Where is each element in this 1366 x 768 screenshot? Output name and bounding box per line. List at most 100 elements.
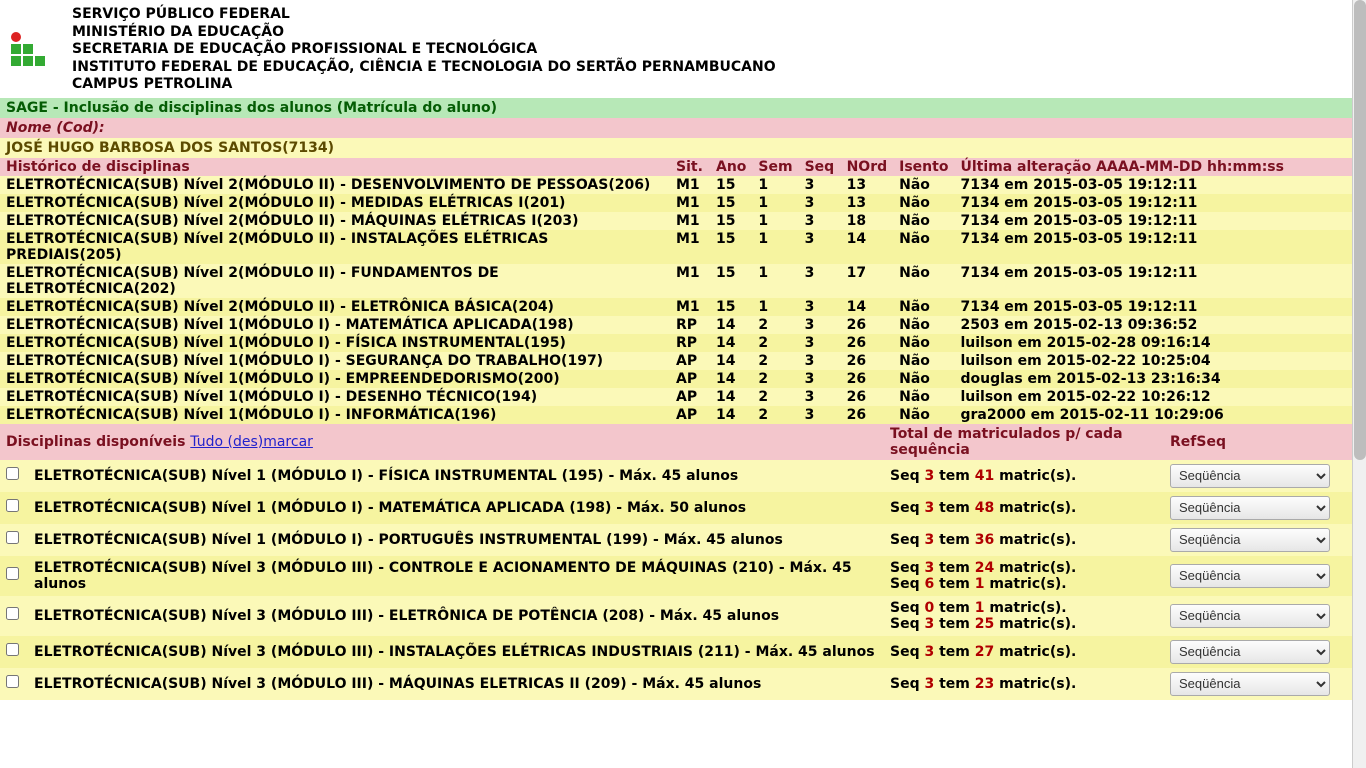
discipline-checkbox[interactable]	[6, 643, 19, 656]
toggle-all-link[interactable]: Tudo (des)marcar	[190, 434, 313, 450]
cell-ult: luilson em 2015-02-22 10:25:04	[954, 352, 1352, 370]
cell-ano: 15	[710, 230, 752, 264]
cell-name: ELETROTÉCNICA(SUB) Nível 1(MÓDULO I) - I…	[0, 406, 670, 424]
cell-sit: AP	[670, 370, 710, 388]
table-row: ELETROTÉCNICA(SUB) Nível 2(MÓDULO II) - …	[0, 298, 1352, 316]
seq-info: Seq 3 tem 36 matric(s).	[890, 532, 1170, 548]
cell-nord: 14	[841, 230, 894, 264]
cell-ult: gra2000 em 2015-02-11 10:29:06	[954, 406, 1352, 424]
refseq-select[interactable]: Seqüência	[1170, 528, 1330, 552]
cell-isento: Não	[893, 230, 954, 264]
discipline-label: ELETROTÉCNICA(SUB) Nível 3 (MÓDULO III) …	[34, 644, 890, 660]
refseq-select[interactable]: Seqüência	[1170, 464, 1330, 488]
cell-sit: AP	[670, 388, 710, 406]
window-scrollbar[interactable]	[1352, 0, 1366, 768]
scrollbar-thumb[interactable]	[1354, 0, 1366, 460]
table-row: ELETROTÉCNICA(SUB) Nível 2(MÓDULO II) - …	[0, 176, 1352, 194]
cell-sit: M1	[670, 264, 710, 298]
col-isento: Isento	[893, 158, 954, 176]
cell-sem: 1	[752, 298, 798, 316]
refseq-select[interactable]: Seqüência	[1170, 604, 1330, 628]
header-line2: MINISTÉRIO DA EDUCAÇÃO	[72, 24, 776, 42]
cell-ult: 7134 em 2015-03-05 19:12:11	[954, 176, 1352, 194]
history-table: Histórico de disciplinas Sit. Ano Sem Se…	[0, 158, 1352, 424]
cell-isento: Não	[893, 388, 954, 406]
col-sit: Sit.	[670, 158, 710, 176]
cell-sem: 2	[752, 352, 798, 370]
col-nord: NOrd	[841, 158, 894, 176]
cell-ano: 15	[710, 194, 752, 212]
discipline-checkbox[interactable]	[6, 531, 19, 544]
cell-ano: 15	[710, 176, 752, 194]
cell-ano: 15	[710, 212, 752, 230]
available-col-total: Total de matriculados p/ cada sequência	[890, 426, 1170, 458]
header-line1: SERVIÇO PÚBLICO FEDERAL	[72, 6, 776, 24]
cell-seq: 3	[799, 212, 841, 230]
discipline-label: ELETROTÉCNICA(SUB) Nível 3 (MÓDULO III) …	[34, 676, 890, 692]
cell-sit: M1	[670, 230, 710, 264]
cell-seq: 3	[799, 194, 841, 212]
cell-name: ELETROTÉCNICA(SUB) Nível 1(MÓDULO I) - D…	[0, 388, 670, 406]
cell-ult: douglas em 2015-02-13 23:16:34	[954, 370, 1352, 388]
refseq-select[interactable]: Seqüência	[1170, 564, 1330, 588]
table-row: ELETROTÉCNICA(SUB) Nível 1(MÓDULO I) - F…	[0, 334, 1352, 352]
refseq-select[interactable]: Seqüência	[1170, 496, 1330, 520]
seq-info: Seq 0 tem 1 matric(s).Seq 3 tem 25 matri…	[890, 600, 1170, 632]
cell-isento: Não	[893, 212, 954, 230]
cell-sem: 2	[752, 388, 798, 406]
cell-ult: 2503 em 2015-02-13 09:36:52	[954, 316, 1352, 334]
cell-sit: M1	[670, 212, 710, 230]
cell-nord: 26	[841, 316, 894, 334]
cell-name: ELETROTÉCNICA(SUB) Nível 2(MÓDULO II) - …	[0, 298, 670, 316]
cell-name: ELETROTÉCNICA(SUB) Nível 2(MÓDULO II) - …	[0, 212, 670, 230]
cell-nord: 13	[841, 194, 894, 212]
cell-sit: RP	[670, 334, 710, 352]
cell-isento: Não	[893, 352, 954, 370]
cell-name: ELETROTÉCNICA(SUB) Nível 1(MÓDULO I) - F…	[0, 334, 670, 352]
cell-isento: Não	[893, 194, 954, 212]
cell-seq: 3	[799, 406, 841, 424]
header-line4: INSTITUTO FEDERAL DE EDUCAÇÃO, CIÊNCIA E…	[72, 59, 776, 77]
discipline-checkbox[interactable]	[6, 567, 19, 580]
cell-nord: 13	[841, 176, 894, 194]
cell-nord: 26	[841, 352, 894, 370]
cell-nord: 17	[841, 264, 894, 298]
cell-seq: 3	[799, 298, 841, 316]
available-row: ELETROTÉCNICA(SUB) Nível 3 (MÓDULO III) …	[0, 668, 1352, 700]
cell-sit: M1	[670, 194, 710, 212]
refseq-select[interactable]: Seqüência	[1170, 640, 1330, 664]
institution-text: SERVIÇO PÚBLICO FEDERAL MINISTÉRIO DA ED…	[72, 6, 776, 94]
cell-ult: 7134 em 2015-03-05 19:12:11	[954, 194, 1352, 212]
cell-ano: 14	[710, 406, 752, 424]
cell-seq: 3	[799, 316, 841, 334]
cell-isento: Não	[893, 370, 954, 388]
cell-sem: 2	[752, 406, 798, 424]
available-row: ELETROTÉCNICA(SUB) Nível 3 (MÓDULO III) …	[0, 556, 1352, 596]
seq-info: Seq 3 tem 24 matric(s).Seq 6 tem 1 matri…	[890, 560, 1170, 592]
discipline-checkbox[interactable]	[6, 467, 19, 480]
table-row: ELETROTÉCNICA(SUB) Nível 2(MÓDULO II) - …	[0, 230, 1352, 264]
discipline-label: ELETROTÉCNICA(SUB) Nível 1 (MÓDULO I) - …	[34, 468, 890, 484]
cell-ano: 15	[710, 264, 752, 298]
header-line5: CAMPUS PETROLINA	[72, 76, 776, 94]
discipline-checkbox[interactable]	[6, 499, 19, 512]
available-row: ELETROTÉCNICA(SUB) Nível 1 (MÓDULO I) - …	[0, 524, 1352, 556]
cell-ano: 14	[710, 316, 752, 334]
table-row: ELETROTÉCNICA(SUB) Nível 1(MÓDULO I) - D…	[0, 388, 1352, 406]
cell-ano: 14	[710, 334, 752, 352]
cell-name: ELETROTÉCNICA(SUB) Nível 1(MÓDULO I) - E…	[0, 370, 670, 388]
cell-sem: 1	[752, 176, 798, 194]
refseq-select[interactable]: Seqüência	[1170, 672, 1330, 696]
cell-nord: 26	[841, 388, 894, 406]
table-row: ELETROTÉCNICA(SUB) Nível 1(MÓDULO I) - I…	[0, 406, 1352, 424]
cell-name: ELETROTÉCNICA(SUB) Nível 2(MÓDULO II) - …	[0, 230, 670, 264]
cell-nord: 26	[841, 370, 894, 388]
available-title: Disciplinas disponíveis	[6, 434, 190, 450]
discipline-checkbox[interactable]	[6, 675, 19, 688]
cell-name: ELETROTÉCNICA(SUB) Nível 2(MÓDULO II) - …	[0, 194, 670, 212]
cell-ano: 15	[710, 298, 752, 316]
discipline-label: ELETROTÉCNICA(SUB) Nível 3 (MÓDULO III) …	[34, 608, 890, 624]
cell-sem: 1	[752, 264, 798, 298]
seq-info: Seq 3 tem 48 matric(s).	[890, 500, 1170, 516]
discipline-checkbox[interactable]	[6, 607, 19, 620]
